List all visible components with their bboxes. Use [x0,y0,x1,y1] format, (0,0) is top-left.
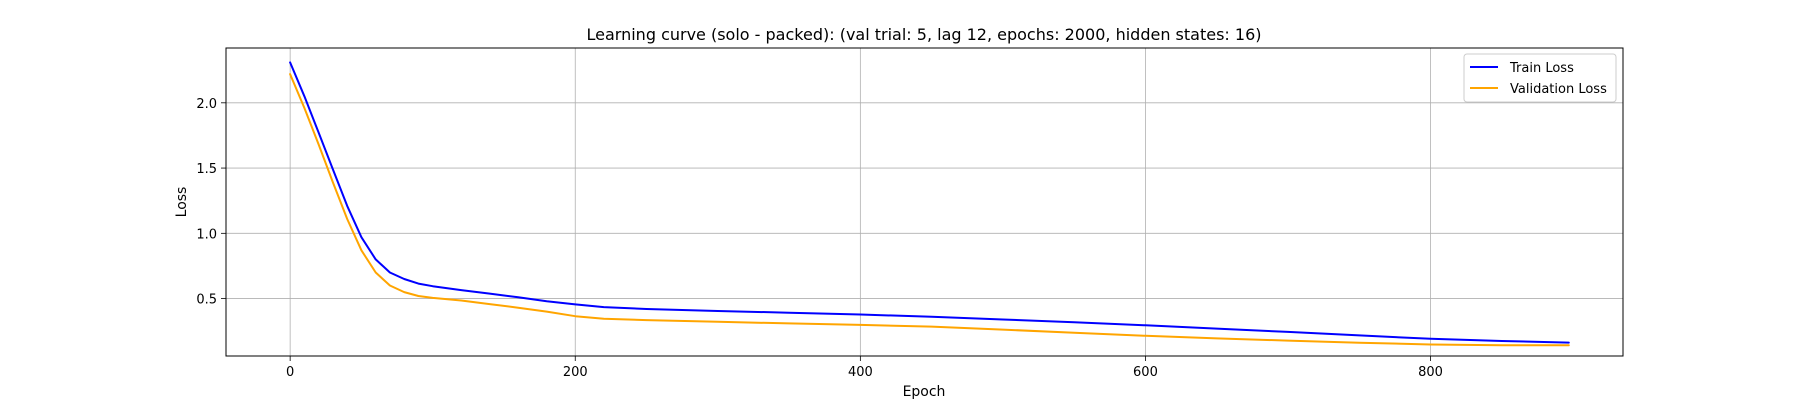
y-tick-label: 0.5 [196,293,217,308]
x-axis-label: Epoch [903,384,946,400]
legend-box [1463,53,1617,103]
grid-layer [226,48,1623,356]
legend-label-train-loss: Train Loss [1509,61,1574,76]
plot-frame [225,47,1624,357]
legend: Train Loss Validation Loss [1463,53,1617,103]
x-tick-label: 600 [1133,365,1158,380]
y-axis-label: Loss [174,187,190,218]
series-line-train-loss [289,61,1570,344]
series-layer [289,61,1570,347]
x-tick-label: 200 [563,365,588,380]
x-tick-label: 400 [848,365,873,380]
y-tick-label: 1.0 [196,227,217,242]
tick-layer: 0 200 400 600 800 0.5 1.0 1.5 2.0 [196,97,1443,380]
y-tick-label: 2.0 [196,97,217,112]
legend-label-validation-loss: Validation Loss [1510,82,1607,97]
y-tick-label: 1.5 [196,162,217,177]
x-tick-label: 0 [286,365,294,380]
chart-title: Learning curve (solo - packed): (val tri… [587,25,1262,44]
x-tick-label: 800 [1418,365,1443,380]
series-line-validation-loss [289,73,1570,347]
